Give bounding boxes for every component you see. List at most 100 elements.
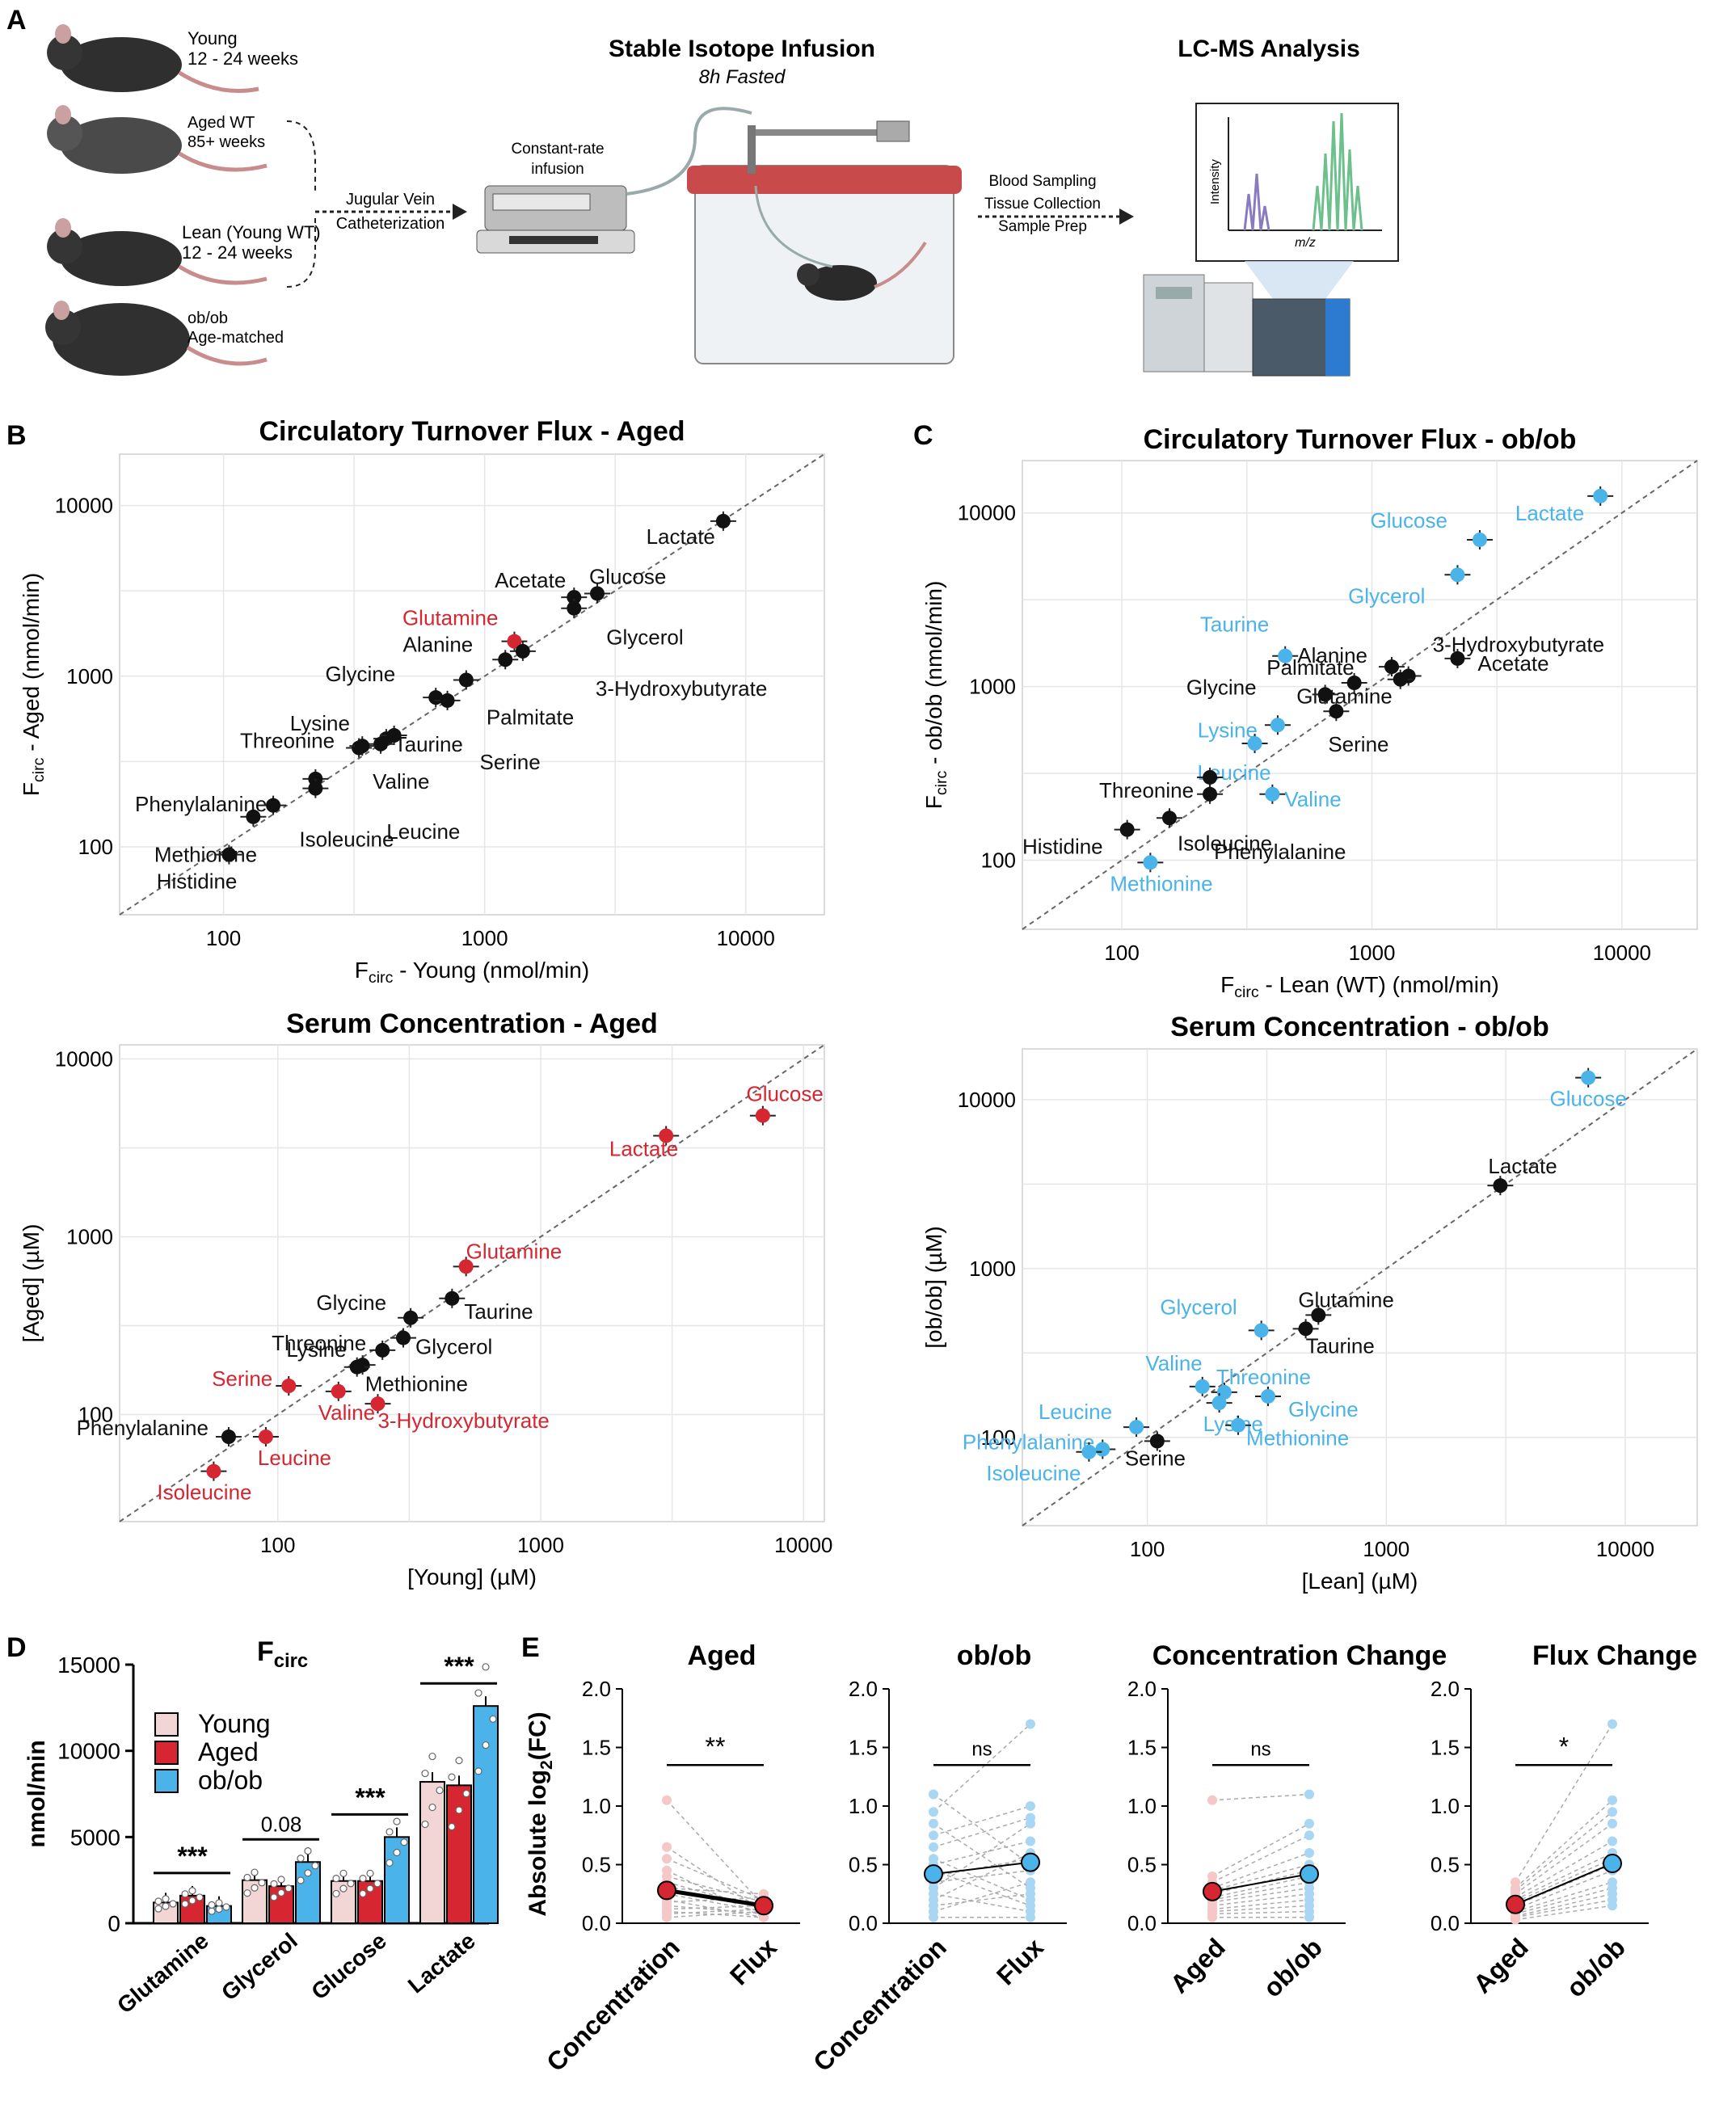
replicate-point: [421, 1820, 429, 1829]
pair-point: [1304, 1830, 1314, 1841]
pair-point: [1304, 1912, 1314, 1922]
y-tick-label: 1000: [66, 664, 113, 688]
y-tick-label: 0.0: [1431, 1911, 1460, 1935]
label-sample-prep: Sample Prep: [998, 218, 1087, 235]
point-serine: [1149, 1434, 1165, 1449]
pair-line: [933, 1858, 1031, 1877]
bar-ob/ob: [473, 1705, 499, 1924]
pair-line: [1515, 1881, 1613, 1913]
x-tick-label: Glutamine: [112, 1928, 213, 2019]
lcms-title: LC-MS Analysis: [1178, 36, 1360, 62]
identity-line: [119, 453, 825, 916]
point-methionine: [266, 798, 281, 813]
point-taurine: [386, 728, 402, 743]
pair-line: [1211, 1870, 1310, 1895]
y-tick-label: 1.5: [1127, 1736, 1157, 1760]
point-acetate: [567, 590, 582, 605]
replicate-point: [366, 1884, 374, 1893]
pair-line: [933, 1870, 1031, 1883]
replicate-point: [386, 1828, 394, 1836]
pair-line: [1515, 1863, 1613, 1906]
point-label: Isoleucine: [986, 1461, 1081, 1485]
replicate-point: [393, 1817, 401, 1825]
x-tick-label: Glycerol: [217, 1928, 302, 2006]
replicate-point: [428, 1752, 436, 1761]
point-label: Glucose: [1549, 1087, 1626, 1111]
point-label: Leucine: [258, 1446, 331, 1470]
point-valine: [1195, 1379, 1210, 1394]
ms-ylabel: Intensity: [1208, 159, 1222, 204]
replicate-point: [154, 1897, 162, 1905]
point-methionine: [349, 1359, 364, 1375]
point-label: Serine: [212, 1366, 272, 1391]
y-tick-label: 0.0: [1127, 1911, 1157, 1935]
pair-line: [1211, 1876, 1310, 1898]
y-tick-label: 2.0: [1127, 1677, 1157, 1701]
mouse-obob-icon: [45, 301, 268, 376]
pair-line: [933, 1893, 1031, 1906]
pair-line: [933, 1840, 1031, 1866]
label-tissue-collection: Tissue Collection: [984, 196, 1101, 213]
point-glucose: [755, 1108, 770, 1123]
y-tick-label: 1000: [969, 1257, 1016, 1281]
syringe-pump-icon: [476, 185, 635, 254]
y-tick-label: 0.5: [1431, 1853, 1460, 1877]
point-label: Serine: [1328, 732, 1388, 756]
point-label: Acetate: [495, 568, 566, 592]
y-tick-label: 1.0: [582, 1794, 611, 1818]
y-axis-label: [ob/ob] (µM): [921, 1226, 946, 1349]
replicate-point: [162, 1895, 170, 1903]
replicate-point: [339, 1884, 348, 1893]
pair-line: [933, 1858, 1031, 1901]
point-glycine: [1260, 1388, 1275, 1404]
y-tick-label: 100: [981, 1425, 1016, 1450]
point-label: Glycine: [326, 662, 396, 686]
point-lactate: [1493, 1178, 1508, 1194]
mouse-young-icon: [47, 24, 259, 93]
label-aged-wt-age: 85+ weeks: [188, 133, 265, 151]
x-axis-label: [Young] (µM): [407, 1564, 537, 1589]
point-label: Lysine: [1198, 718, 1258, 742]
replicate-point: [181, 1890, 189, 1898]
pair-point: [929, 1789, 938, 1800]
legend-swatch-ob/ob: [154, 1769, 179, 1793]
significance-label: ***: [444, 1652, 474, 1681]
replicate-point: [270, 1893, 278, 1901]
replicate-point: [474, 1689, 482, 1697]
pair-line: [1515, 1870, 1613, 1910]
point-glutamine: [1311, 1307, 1326, 1323]
infusion-subtitle: 8h Fasted: [699, 66, 786, 88]
label-pump: Constant-rate: [511, 141, 604, 158]
point-taurine: [1278, 648, 1293, 663]
point-glucose: [1472, 532, 1487, 547]
point-isoleucine: [1081, 1444, 1097, 1459]
point-alanine: [498, 652, 513, 667]
point-label: 3-Hydroxybutyrate: [377, 1408, 549, 1433]
label-catheterization: Catheterization: [336, 215, 445, 233]
point-label: Phenylalanine: [963, 1430, 1094, 1455]
point-label: Serine: [1125, 1446, 1186, 1470]
replicate-point: [196, 1893, 204, 1901]
x-tick-label: 100: [1104, 941, 1139, 965]
label-young-age: 12 - 24 weeks: [188, 48, 298, 69]
point-label: Methionine: [1110, 871, 1212, 895]
replicate-point: [436, 1786, 444, 1795]
pair-line: [666, 1800, 765, 1906]
replicate-point: [448, 1773, 456, 1781]
point-acetate: [1450, 651, 1465, 666]
replicate-point: [359, 1889, 367, 1898]
point-methionine2: [246, 809, 261, 824]
pair-point: [1607, 1719, 1617, 1729]
point-glucose: [1581, 1070, 1596, 1085]
point-label: Glucose: [1371, 508, 1447, 533]
point-label: Glycerol: [1348, 583, 1425, 608]
replicate-point: [169, 1900, 177, 1908]
point-label: Valine: [373, 769, 429, 794]
label-obob: ob/ob: [188, 309, 228, 327]
x-tick-label: 100: [1130, 1537, 1165, 1561]
replicate-point: [304, 1847, 312, 1855]
pair-line: [1211, 1910, 1310, 1915]
replicate-point: [482, 1663, 490, 1671]
replicate-point: [311, 1862, 319, 1870]
point-label: Serine: [480, 750, 541, 774]
